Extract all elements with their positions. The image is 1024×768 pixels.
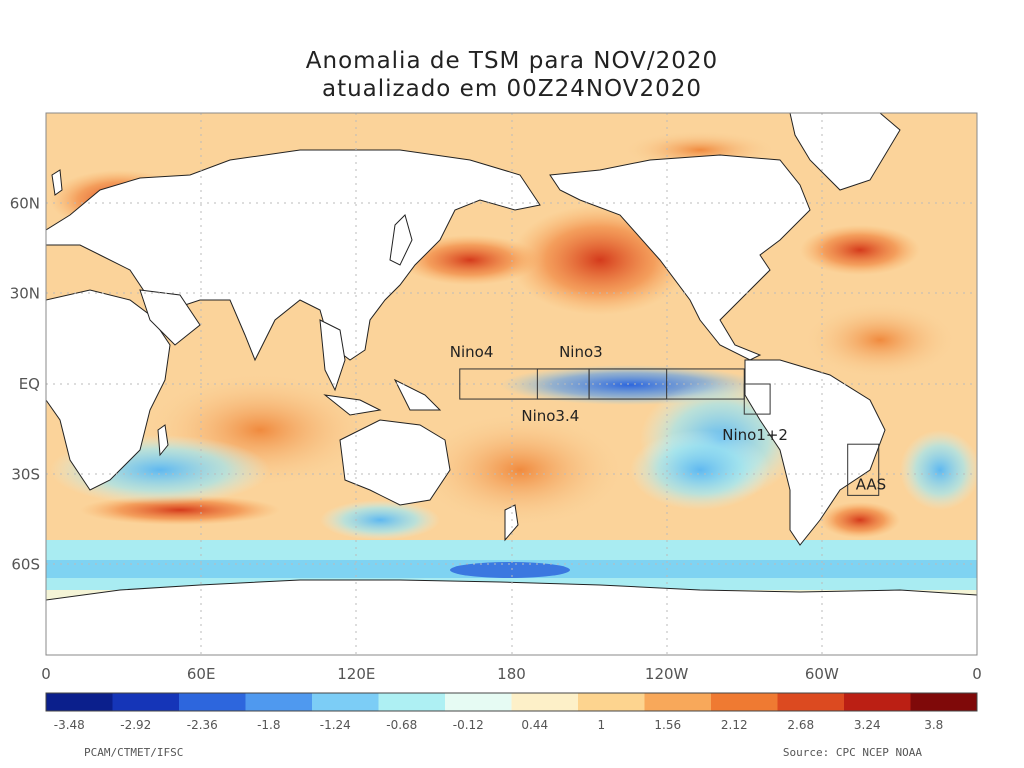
- colorbar-segment: [711, 693, 778, 711]
- colorbar-tick-label: 3.24: [854, 718, 881, 732]
- colorbar-tick-label: -1.24: [320, 718, 351, 732]
- colorbar-segment: [511, 693, 579, 711]
- lon-tick-label: 0: [41, 665, 51, 683]
- colorbar: -3.48 -2.92 -2.36 -1.8 -1.24 -0.68 -0.12 0.44 1 1…: [45, 692, 978, 732]
- lat-tick-label: 30N: [10, 285, 40, 303]
- region-box: [847, 443, 880, 496]
- colorbar-segment: [312, 693, 379, 711]
- colorbar-tick-label: -2.36: [187, 718, 218, 732]
- region-label: AAS: [856, 475, 886, 493]
- lon-tick-label: 120E: [337, 665, 375, 683]
- land-masses: [46, 113, 977, 655]
- region-box: [743, 383, 771, 415]
- colorbar-segment: [179, 693, 246, 711]
- graticule: [46, 113, 977, 655]
- lon-tick-label: 0: [972, 665, 982, 683]
- lat-tick-label: EQ: [19, 375, 40, 393]
- map-subtitle: atualizado em 00Z24NOV2020: [321, 76, 703, 102]
- colorbar-tick-label: 2.68: [787, 718, 814, 732]
- lat-tick-label: 30S: [11, 465, 40, 483]
- colorbar-segment: [46, 693, 113, 711]
- lon-tick-label: 60W: [805, 665, 839, 683]
- colorbar-segment: [777, 693, 845, 711]
- colorbar-segment: [910, 693, 978, 711]
- colorbar-segment: [844, 693, 911, 711]
- footer-credit-right: Source: CPC NCEP NOAA: [782, 746, 922, 759]
- colorbar-tick-label: 0.44: [521, 718, 548, 732]
- colorbar-tick-label: 2.12: [721, 718, 748, 732]
- nino-regions: Nino4 Nino3.4 Nino3 Nino1+2 AAS: [450, 343, 886, 496]
- colorbar-tick-label: -0.68: [386, 718, 417, 732]
- latitude-labels: 60N 30N EQ 30S 60S: [10, 194, 40, 573]
- colorbar-segment: [644, 693, 712, 711]
- lon-tick-label: 180: [497, 665, 526, 683]
- lon-tick-label: 60E: [187, 665, 216, 683]
- colorbar-tick-label: -0.12: [453, 718, 484, 732]
- map-frame: [45, 112, 978, 656]
- colorbar-tick-label: 3.8: [924, 718, 943, 732]
- region-label: Nino4: [450, 343, 494, 361]
- footer-credit-left: PCAM/CTMET/IFSC: [84, 746, 184, 759]
- lat-tick-label: 60S: [11, 556, 40, 574]
- colorbar-tick-label: -3.48: [54, 718, 85, 732]
- region-label: Nino1+2: [722, 426, 788, 444]
- region-label: Nino3.4: [521, 407, 579, 425]
- colorbar-tick-label: -1.8: [257, 718, 280, 732]
- colorbar-segment: [245, 693, 313, 711]
- longitude-labels: 0 60E 120E 180 120W 60W 0: [41, 665, 982, 683]
- map-title: Anomalia de TSM para NOV/2020: [305, 48, 719, 74]
- colorbar-segment: [445, 693, 512, 711]
- colorbar-segment: [112, 693, 180, 711]
- lon-tick-label: 120W: [645, 665, 689, 683]
- lat-tick-label: 60N: [10, 194, 40, 212]
- colorbar-tick-label: 1: [597, 718, 605, 732]
- colorbar-segment: [578, 693, 645, 711]
- colorbar-tick-label: -2.92: [120, 718, 151, 732]
- colorbar-segment: [378, 693, 446, 711]
- colorbar-tick-label: 1.56: [654, 718, 681, 732]
- region-label: Nino3: [559, 343, 603, 361]
